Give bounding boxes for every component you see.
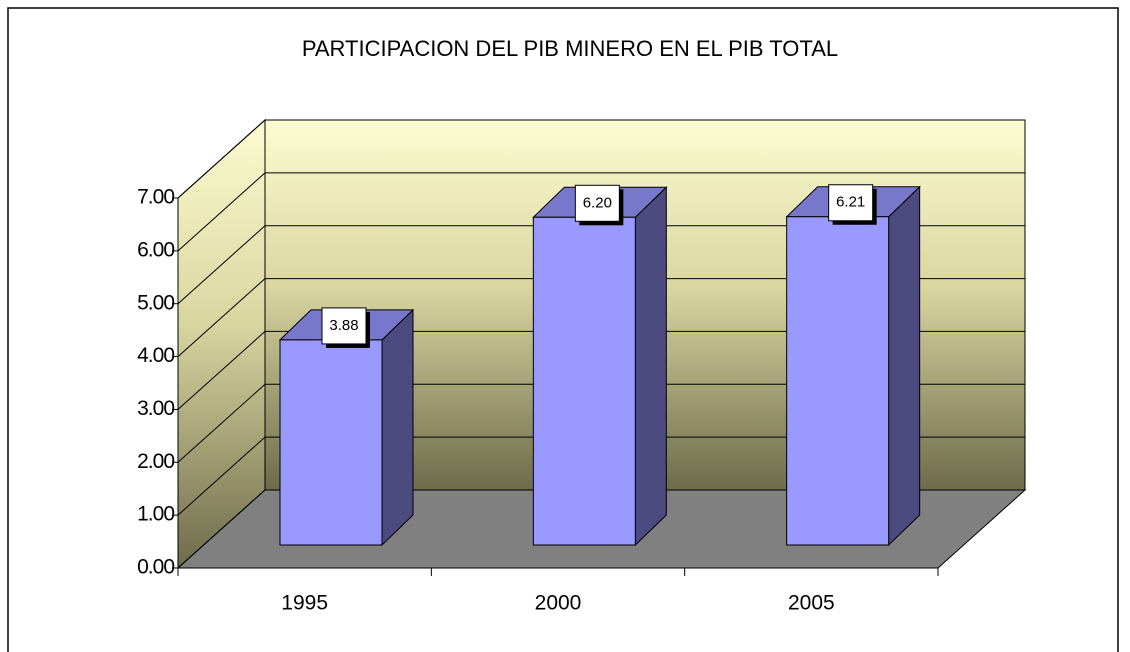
y-tick-label: 4.00 bbox=[137, 344, 174, 367]
bar-side bbox=[634, 186, 667, 547]
bar bbox=[279, 339, 383, 546]
value-label: 6.20 bbox=[583, 194, 612, 211]
bar-side bbox=[381, 308, 414, 547]
y-tick-label: 6.00 bbox=[137, 238, 174, 261]
y-tick-label: 5.00 bbox=[137, 291, 174, 314]
x-tick-label: 1995 bbox=[281, 592, 328, 615]
y-tick-label: 3.00 bbox=[137, 397, 174, 420]
grid-line bbox=[177, 278, 1025, 357]
label-box bbox=[574, 184, 620, 222]
label-box bbox=[828, 184, 874, 222]
bar bbox=[786, 216, 890, 546]
side-wall bbox=[177, 118, 266, 570]
grid-line bbox=[177, 330, 1025, 410]
x-tick-label: 2000 bbox=[535, 592, 582, 615]
grid-line bbox=[177, 383, 1025, 463]
y-tick-label: 2.00 bbox=[137, 450, 174, 473]
bar-side bbox=[888, 185, 921, 547]
y-tick-label: 1.00 bbox=[137, 503, 174, 526]
grid-line bbox=[177, 225, 1025, 305]
label-box bbox=[321, 307, 367, 345]
grid-line bbox=[177, 119, 1025, 199]
y-tick-label: 0.00 bbox=[137, 556, 174, 579]
bar bbox=[532, 216, 636, 546]
grid-line bbox=[177, 489, 1025, 569]
grid-line bbox=[177, 436, 1025, 516]
x-tick-label: 2005 bbox=[788, 592, 835, 615]
value-label: 6.21 bbox=[836, 194, 865, 211]
chart-title: PARTICIPACION DEL PIB MINERO EN EL PIB T… bbox=[302, 36, 838, 61]
y-tick-label: 7.00 bbox=[137, 186, 174, 209]
grid-line bbox=[177, 172, 1025, 252]
value-label: 3.88 bbox=[329, 317, 358, 334]
